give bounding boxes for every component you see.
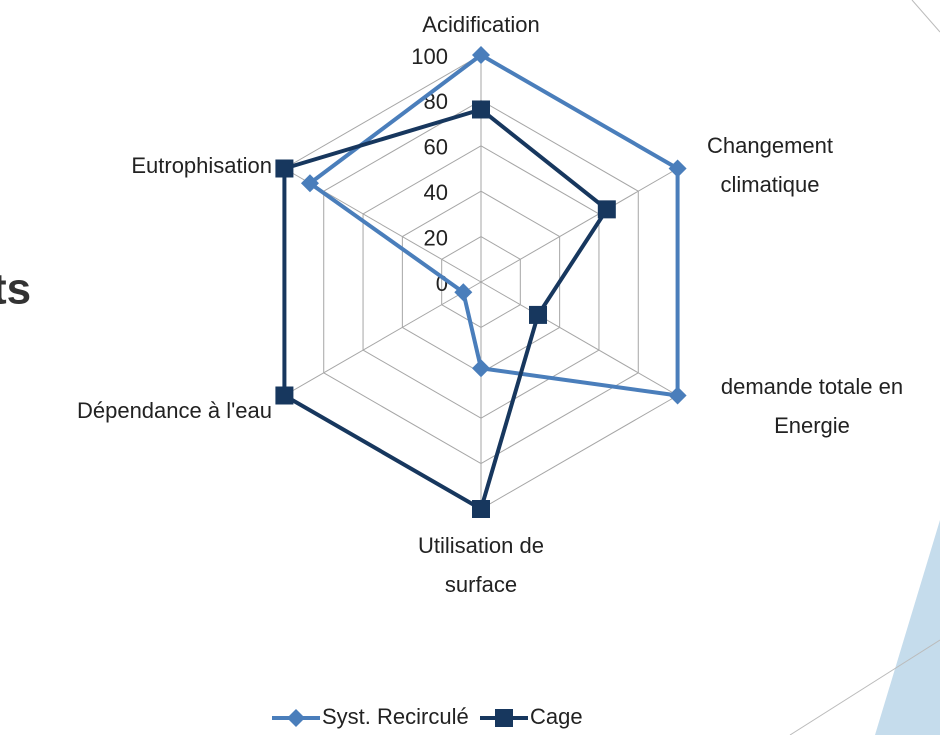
decoration <box>875 520 940 735</box>
legend-marker <box>495 709 513 727</box>
decoration <box>911 0 940 33</box>
r-tick-label: 40 <box>424 180 448 205</box>
data-point <box>275 386 294 405</box>
category-label: Dépendance à l'eau <box>76 398 272 423</box>
decoration <box>789 639 940 735</box>
spoke <box>480 168 678 283</box>
background-text: ts <box>0 265 31 314</box>
data-point <box>454 283 473 302</box>
data-point <box>668 386 687 405</box>
data-point <box>275 159 294 178</box>
spoke <box>284 281 482 396</box>
series-line <box>307 53 680 398</box>
data-point <box>472 46 490 64</box>
data-point <box>472 359 490 378</box>
legend-label: Cage <box>530 704 583 729</box>
r-tick-label: 100 <box>411 44 448 69</box>
category-label: Changement climatique <box>707 133 833 197</box>
data-point <box>529 305 548 324</box>
data-point <box>472 500 490 518</box>
r-tick-label: 20 <box>424 225 448 250</box>
r-tick-label: 60 <box>424 135 448 160</box>
category-label: Eutrophisation <box>131 153 272 178</box>
data-point <box>597 200 616 219</box>
spoke <box>480 281 678 396</box>
category-label: Utilisation de surface <box>418 533 544 597</box>
category-label: demande totale en Energie <box>720 374 904 438</box>
data-point <box>472 100 490 119</box>
category-label: Acidification <box>422 12 540 37</box>
series-line <box>282 107 609 511</box>
data-point <box>668 159 687 178</box>
legend-label: Syst. Recirculé <box>322 704 469 729</box>
legend-marker <box>287 709 305 727</box>
data-point <box>300 174 319 193</box>
